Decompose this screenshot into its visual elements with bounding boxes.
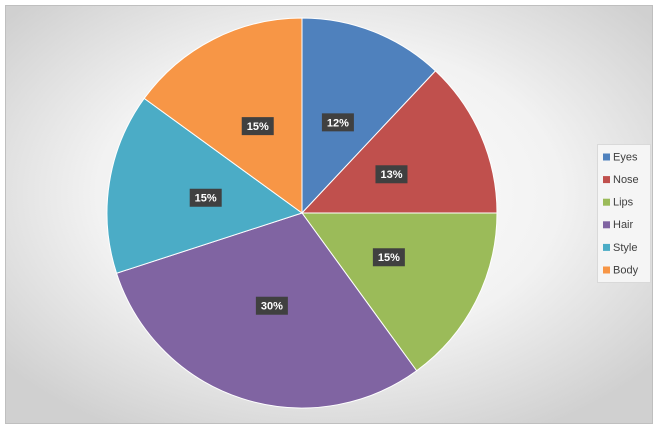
legend-label: Lips [613, 197, 634, 209]
pie-slice [106, 97, 304, 274]
legend-label: Hair [613, 219, 634, 231]
data-label: 15% [195, 193, 217, 205]
data-label-box [189, 188, 222, 207]
legend-label: Body [613, 264, 639, 276]
data-label: 12% [327, 117, 349, 129]
data-label-box [255, 296, 288, 315]
pie-slice [300, 70, 498, 214]
data-label: 13% [380, 169, 402, 181]
pie-slice [301, 17, 437, 215]
data-label: 15% [247, 121, 269, 133]
legend-box [597, 144, 651, 283]
legend-swatch [603, 243, 610, 251]
data-label-box [241, 117, 274, 136]
data-label: 15% [378, 252, 400, 264]
legend-label: Eyes [613, 151, 638, 163]
data-label: 30% [261, 301, 283, 313]
legend-swatch [603, 198, 610, 206]
legend-label: Style [613, 242, 637, 254]
pie-slice [143, 17, 303, 214]
legend-swatch [603, 266, 610, 274]
data-label-box [321, 113, 354, 132]
pie-slice [301, 212, 498, 372]
legend-label: Nose [613, 174, 639, 186]
legend-swatch [603, 153, 610, 161]
legend-swatch [603, 176, 610, 184]
data-label-box [375, 165, 408, 184]
legend-swatch [603, 221, 610, 229]
data-label-box [372, 248, 405, 267]
